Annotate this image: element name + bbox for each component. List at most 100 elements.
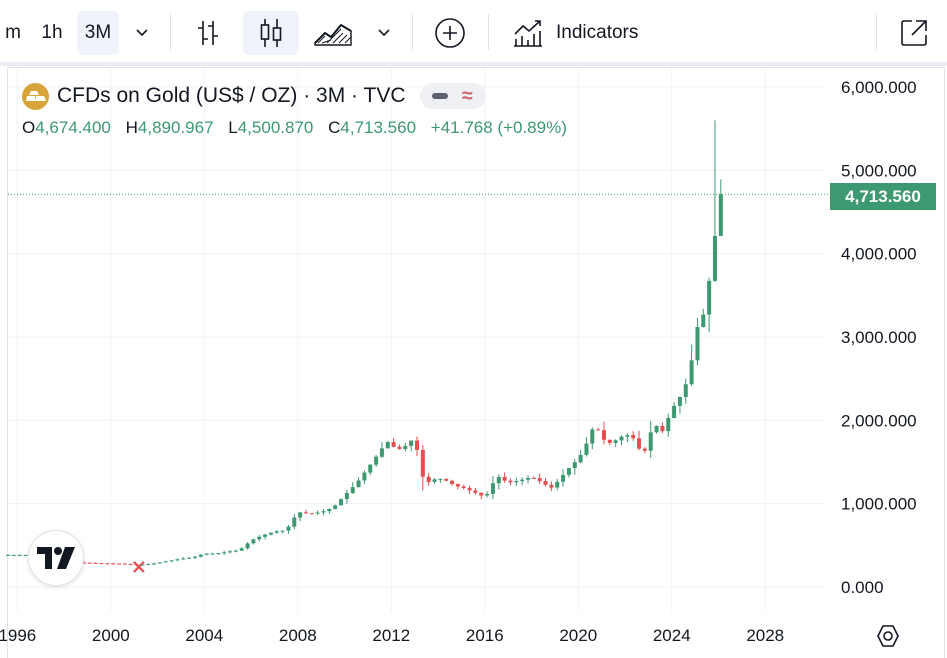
candle-body (134, 564, 139, 566)
time-axis[interactable]: 1996 2000 2004 2008 2012 2016 2020 2024 2028 (0, 626, 784, 645)
tradingview-logo[interactable] (28, 530, 84, 586)
candle-body (450, 480, 455, 484)
candle-body (391, 442, 396, 447)
interval-1h-button[interactable]: 1h (32, 11, 72, 55)
last-price-label: 4,713.560 (830, 183, 936, 210)
candle-body (6, 554, 10, 556)
candle-body (613, 440, 618, 443)
candle-body (251, 539, 256, 544)
candle-body (93, 562, 98, 564)
candle-body (397, 446, 402, 450)
candle-body (619, 436, 624, 441)
candle-body (666, 417, 671, 432)
candle-body (654, 425, 659, 433)
candle-body (87, 562, 92, 564)
candle-body (543, 481, 548, 485)
candle-body (438, 478, 443, 480)
candle-body (327, 509, 332, 512)
candle-body (99, 563, 104, 565)
candle-body (204, 553, 209, 555)
time-tick-label: 2012 (372, 626, 410, 645)
candle-body (712, 235, 717, 281)
area-chart-type-button[interactable] (308, 11, 358, 55)
candle-body (549, 484, 554, 488)
candle-body (117, 563, 122, 565)
candle-body (637, 438, 642, 449)
candle-body (198, 554, 203, 557)
bar-chart-type-button[interactable] (186, 11, 230, 55)
interval-minute-label: m (5, 22, 21, 43)
candle-body (601, 430, 606, 440)
candle-body (175, 559, 180, 561)
close-label: C (328, 118, 341, 137)
candle-body (415, 440, 419, 450)
indicators-button[interactable]: Indicators (506, 11, 672, 55)
candles-chart-type-button[interactable] (243, 11, 299, 55)
low-label: L (228, 118, 238, 137)
price-axis[interactable]: 0.000 1,000.000 2,000.000 3,000.000 4,000.00… (841, 78, 917, 597)
change-value: +41.768 (+0.89%) (430, 118, 567, 137)
symbol-status-badge[interactable]: ≈ (419, 83, 486, 109)
candle-body (455, 483, 460, 487)
candle-body (648, 432, 653, 451)
indicators-label: Indicators (556, 22, 639, 43)
candle-body (584, 443, 589, 455)
candle-body (362, 472, 367, 481)
candle-body (473, 490, 478, 493)
gear-icon (877, 625, 899, 647)
candle-body (122, 563, 127, 565)
market-closed-icon (432, 93, 449, 99)
candle-body (321, 511, 326, 513)
chevron-down-icon (136, 29, 148, 37)
candle-body (672, 405, 677, 418)
candle-body (496, 477, 501, 484)
candle-body (625, 435, 630, 437)
interval-1h-label: 1h (41, 22, 63, 43)
interval-minute-button[interactable]: m (0, 11, 26, 55)
candle-body (239, 548, 244, 551)
candle-body (11, 554, 16, 556)
toolbar-separator (488, 14, 489, 50)
compare-add-symbol-button[interactable] (428, 11, 472, 55)
top-toolbar: m 1h 3M (0, 0, 947, 64)
candle-body (596, 429, 601, 431)
candles-icon (260, 19, 282, 47)
candle-body (298, 512, 303, 518)
candle-body (683, 384, 688, 397)
chart-type-dropdown-button[interactable] (366, 11, 402, 55)
candle-body (461, 486, 466, 489)
candle-body (566, 468, 571, 475)
candle-body (187, 557, 192, 559)
time-tick-label: 2020 (559, 626, 597, 645)
time-tick-label: 2008 (279, 626, 317, 645)
chart-settings-button[interactable] (874, 622, 902, 650)
close-value: 4,713.560 (340, 118, 417, 137)
interval-dropdown-button[interactable] (124, 11, 160, 55)
gold-bars-icon (22, 82, 49, 110)
price-tick-label: 6,000.000 (841, 78, 917, 97)
interval-3m-button[interactable]: 3M (77, 11, 119, 55)
price-tick-label: 3,000.000 (841, 328, 917, 347)
price-tick-label: 2,000.000 (841, 411, 917, 430)
time-tick-label: 1996 (0, 626, 36, 645)
high-value: 4,890.967 (137, 118, 214, 137)
tradingview-logo-icon (37, 547, 75, 569)
candle-body (263, 534, 268, 537)
candle-body (356, 480, 361, 488)
popout-button[interactable] (892, 11, 936, 55)
high-label: H (125, 118, 138, 137)
candle-body (192, 556, 197, 558)
candle-body (280, 530, 285, 532)
symbol-title[interactable]: CFDs on Gold (US$ / OZ) · 3M · TVC (57, 84, 406, 107)
candle-body (420, 449, 425, 477)
candle-body (169, 560, 174, 562)
chevron-down-icon (378, 29, 390, 37)
candle-body (152, 563, 157, 565)
candle-body (286, 526, 291, 531)
candle-body (607, 439, 612, 443)
candle-body (531, 478, 536, 479)
candle-body (631, 435, 636, 439)
candle-body (555, 481, 560, 488)
time-tick-label: 2016 (466, 626, 504, 645)
